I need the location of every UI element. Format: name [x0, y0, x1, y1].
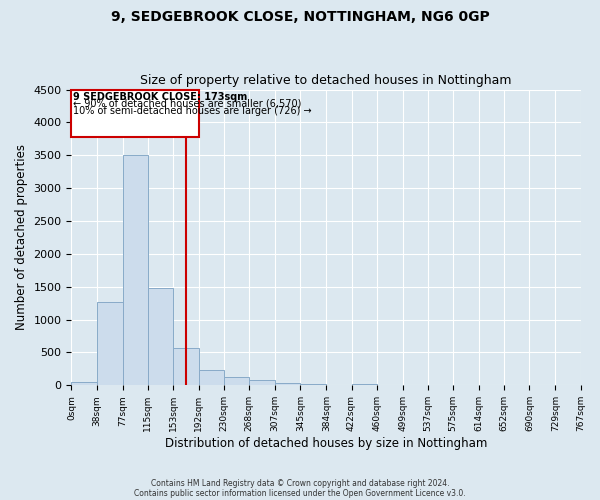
Text: Contains HM Land Registry data © Crown copyright and database right 2024.: Contains HM Land Registry data © Crown c…	[151, 478, 449, 488]
Bar	[352, 384, 377, 386]
Y-axis label: Number of detached properties: Number of detached properties	[15, 144, 28, 330]
Bar	[173, 348, 199, 386]
Bar	[249, 380, 275, 386]
Bar	[275, 384, 301, 386]
Bar	[224, 377, 249, 386]
Bar	[122, 156, 148, 386]
Bar	[199, 370, 224, 386]
Text: 9 SEDGEBROOK CLOSE: 173sqm: 9 SEDGEBROOK CLOSE: 173sqm	[73, 92, 248, 102]
Bar	[97, 302, 122, 386]
FancyBboxPatch shape	[71, 90, 199, 137]
X-axis label: Distribution of detached houses by size in Nottingham: Distribution of detached houses by size …	[165, 437, 487, 450]
Title: Size of property relative to detached houses in Nottingham: Size of property relative to detached ho…	[140, 74, 512, 87]
Bar	[71, 382, 97, 386]
Bar	[148, 288, 173, 386]
Bar	[301, 384, 326, 386]
Text: 9, SEDGEBROOK CLOSE, NOTTINGHAM, NG6 0GP: 9, SEDGEBROOK CLOSE, NOTTINGHAM, NG6 0GP	[110, 10, 490, 24]
Text: Contains public sector information licensed under the Open Government Licence v3: Contains public sector information licen…	[134, 488, 466, 498]
Text: ← 90% of detached houses are smaller (6,570): ← 90% of detached houses are smaller (6,…	[73, 99, 302, 109]
Text: 10% of semi-detached houses are larger (726) →: 10% of semi-detached houses are larger (…	[73, 106, 312, 116]
